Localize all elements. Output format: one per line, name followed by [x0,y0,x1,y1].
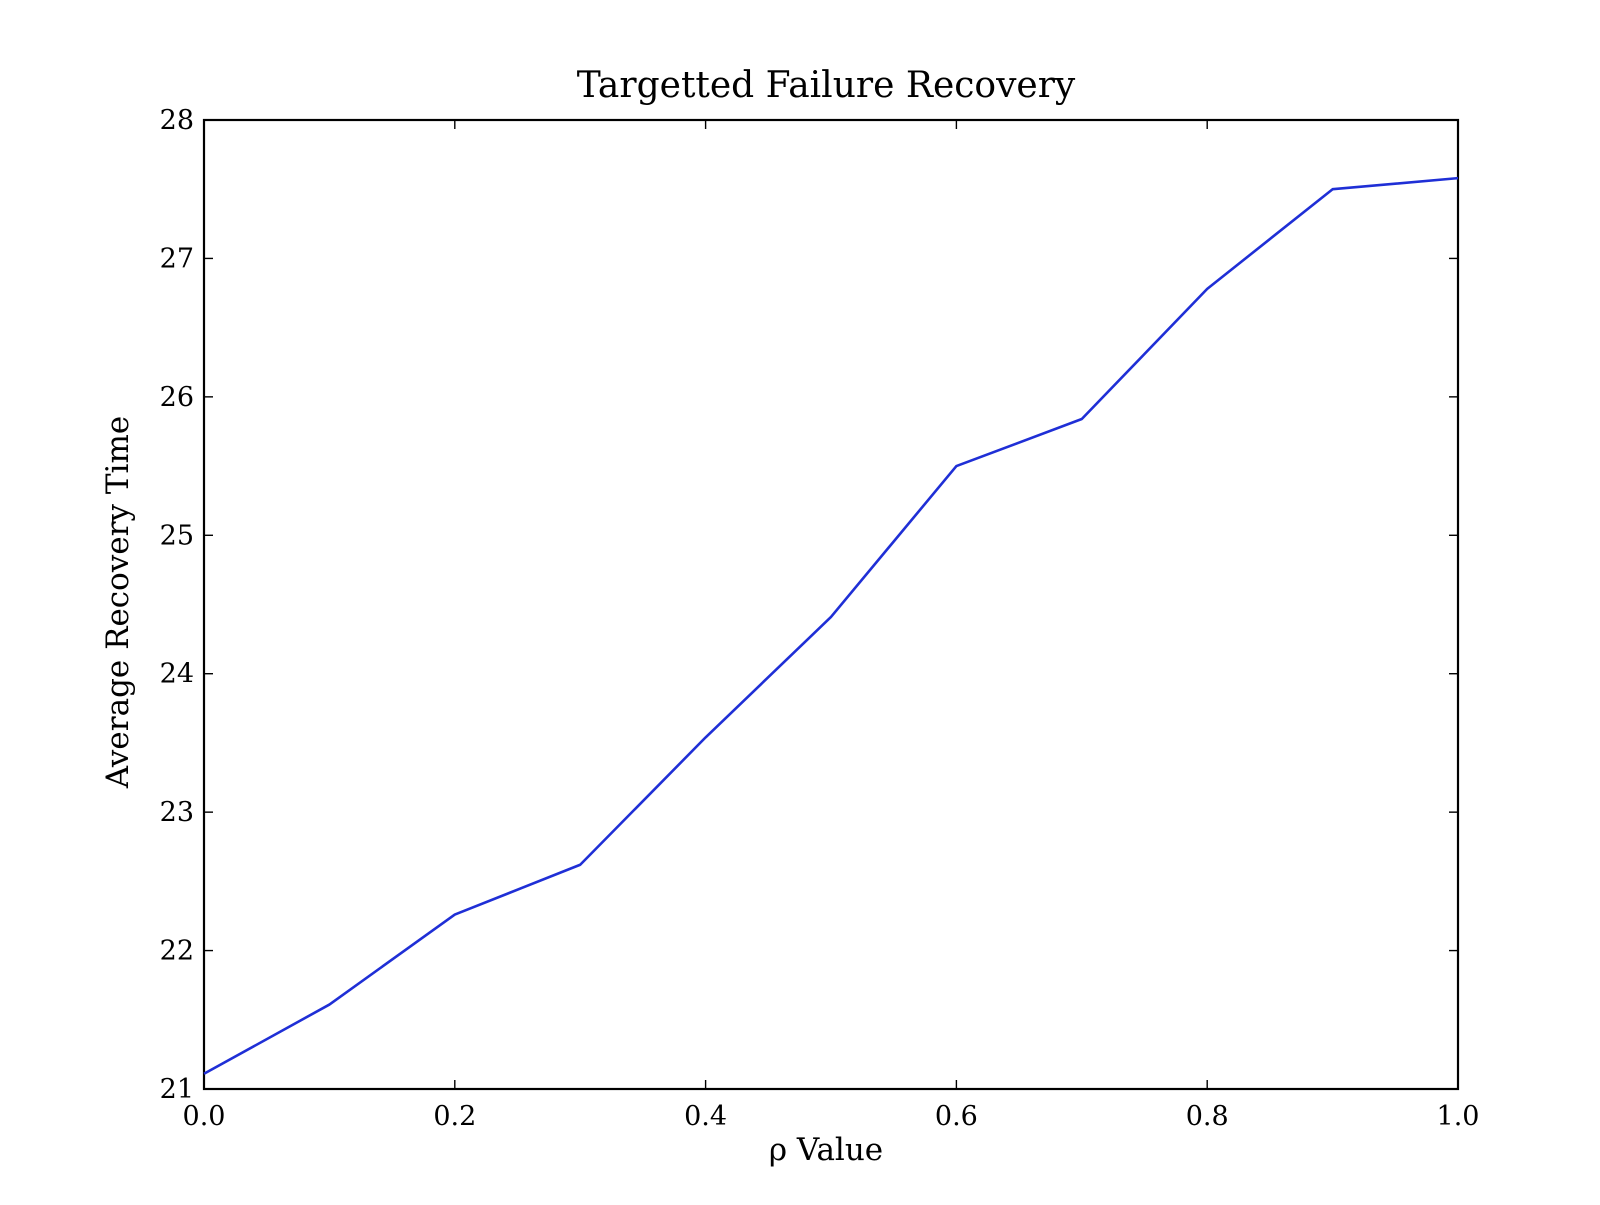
x-axis-label: ρ Value [769,1132,883,1168]
data-point [1457,177,1459,179]
plot-area: 0.0 0.2 0.4 0.6 0.8 1.0 21 22 23 24 25 26 27 28 [160,105,1480,1132]
data-point [1081,418,1083,420]
y-axis-label: Average Recovery Time [100,416,136,789]
data-point [203,1073,205,1075]
y-tick-label: 28 [160,105,194,136]
x-tick-label: 0.4 [684,1101,727,1132]
data-point [1206,288,1208,290]
y-tick-label: 25 [160,520,194,551]
y-tick-label: 24 [160,659,194,690]
y-tick-label: 27 [160,243,194,274]
data-point [704,736,706,738]
data-point [579,864,581,866]
plot-frame [202,118,1460,1091]
x-tick-label: 0.8 [1186,1101,1229,1132]
y-tick-label: 21 [160,1074,194,1105]
data-point [328,1003,330,1005]
data-point [830,616,832,618]
data-point [955,465,957,467]
data-point [454,913,456,915]
x-tick-label: 0.6 [935,1101,978,1132]
y-tick-label: 22 [160,936,194,967]
data-point [1331,188,1333,190]
x-tick-label: 1.0 [1437,1101,1480,1132]
x-tick-label: 0.0 [183,1101,226,1132]
y-tick-label: 23 [160,797,194,828]
x-tick-label: 0.2 [433,1101,476,1132]
y-tick-label: 26 [160,382,194,413]
series-line [203,176,1459,1075]
chart-title: Targetted Failure Recovery [577,65,1076,106]
